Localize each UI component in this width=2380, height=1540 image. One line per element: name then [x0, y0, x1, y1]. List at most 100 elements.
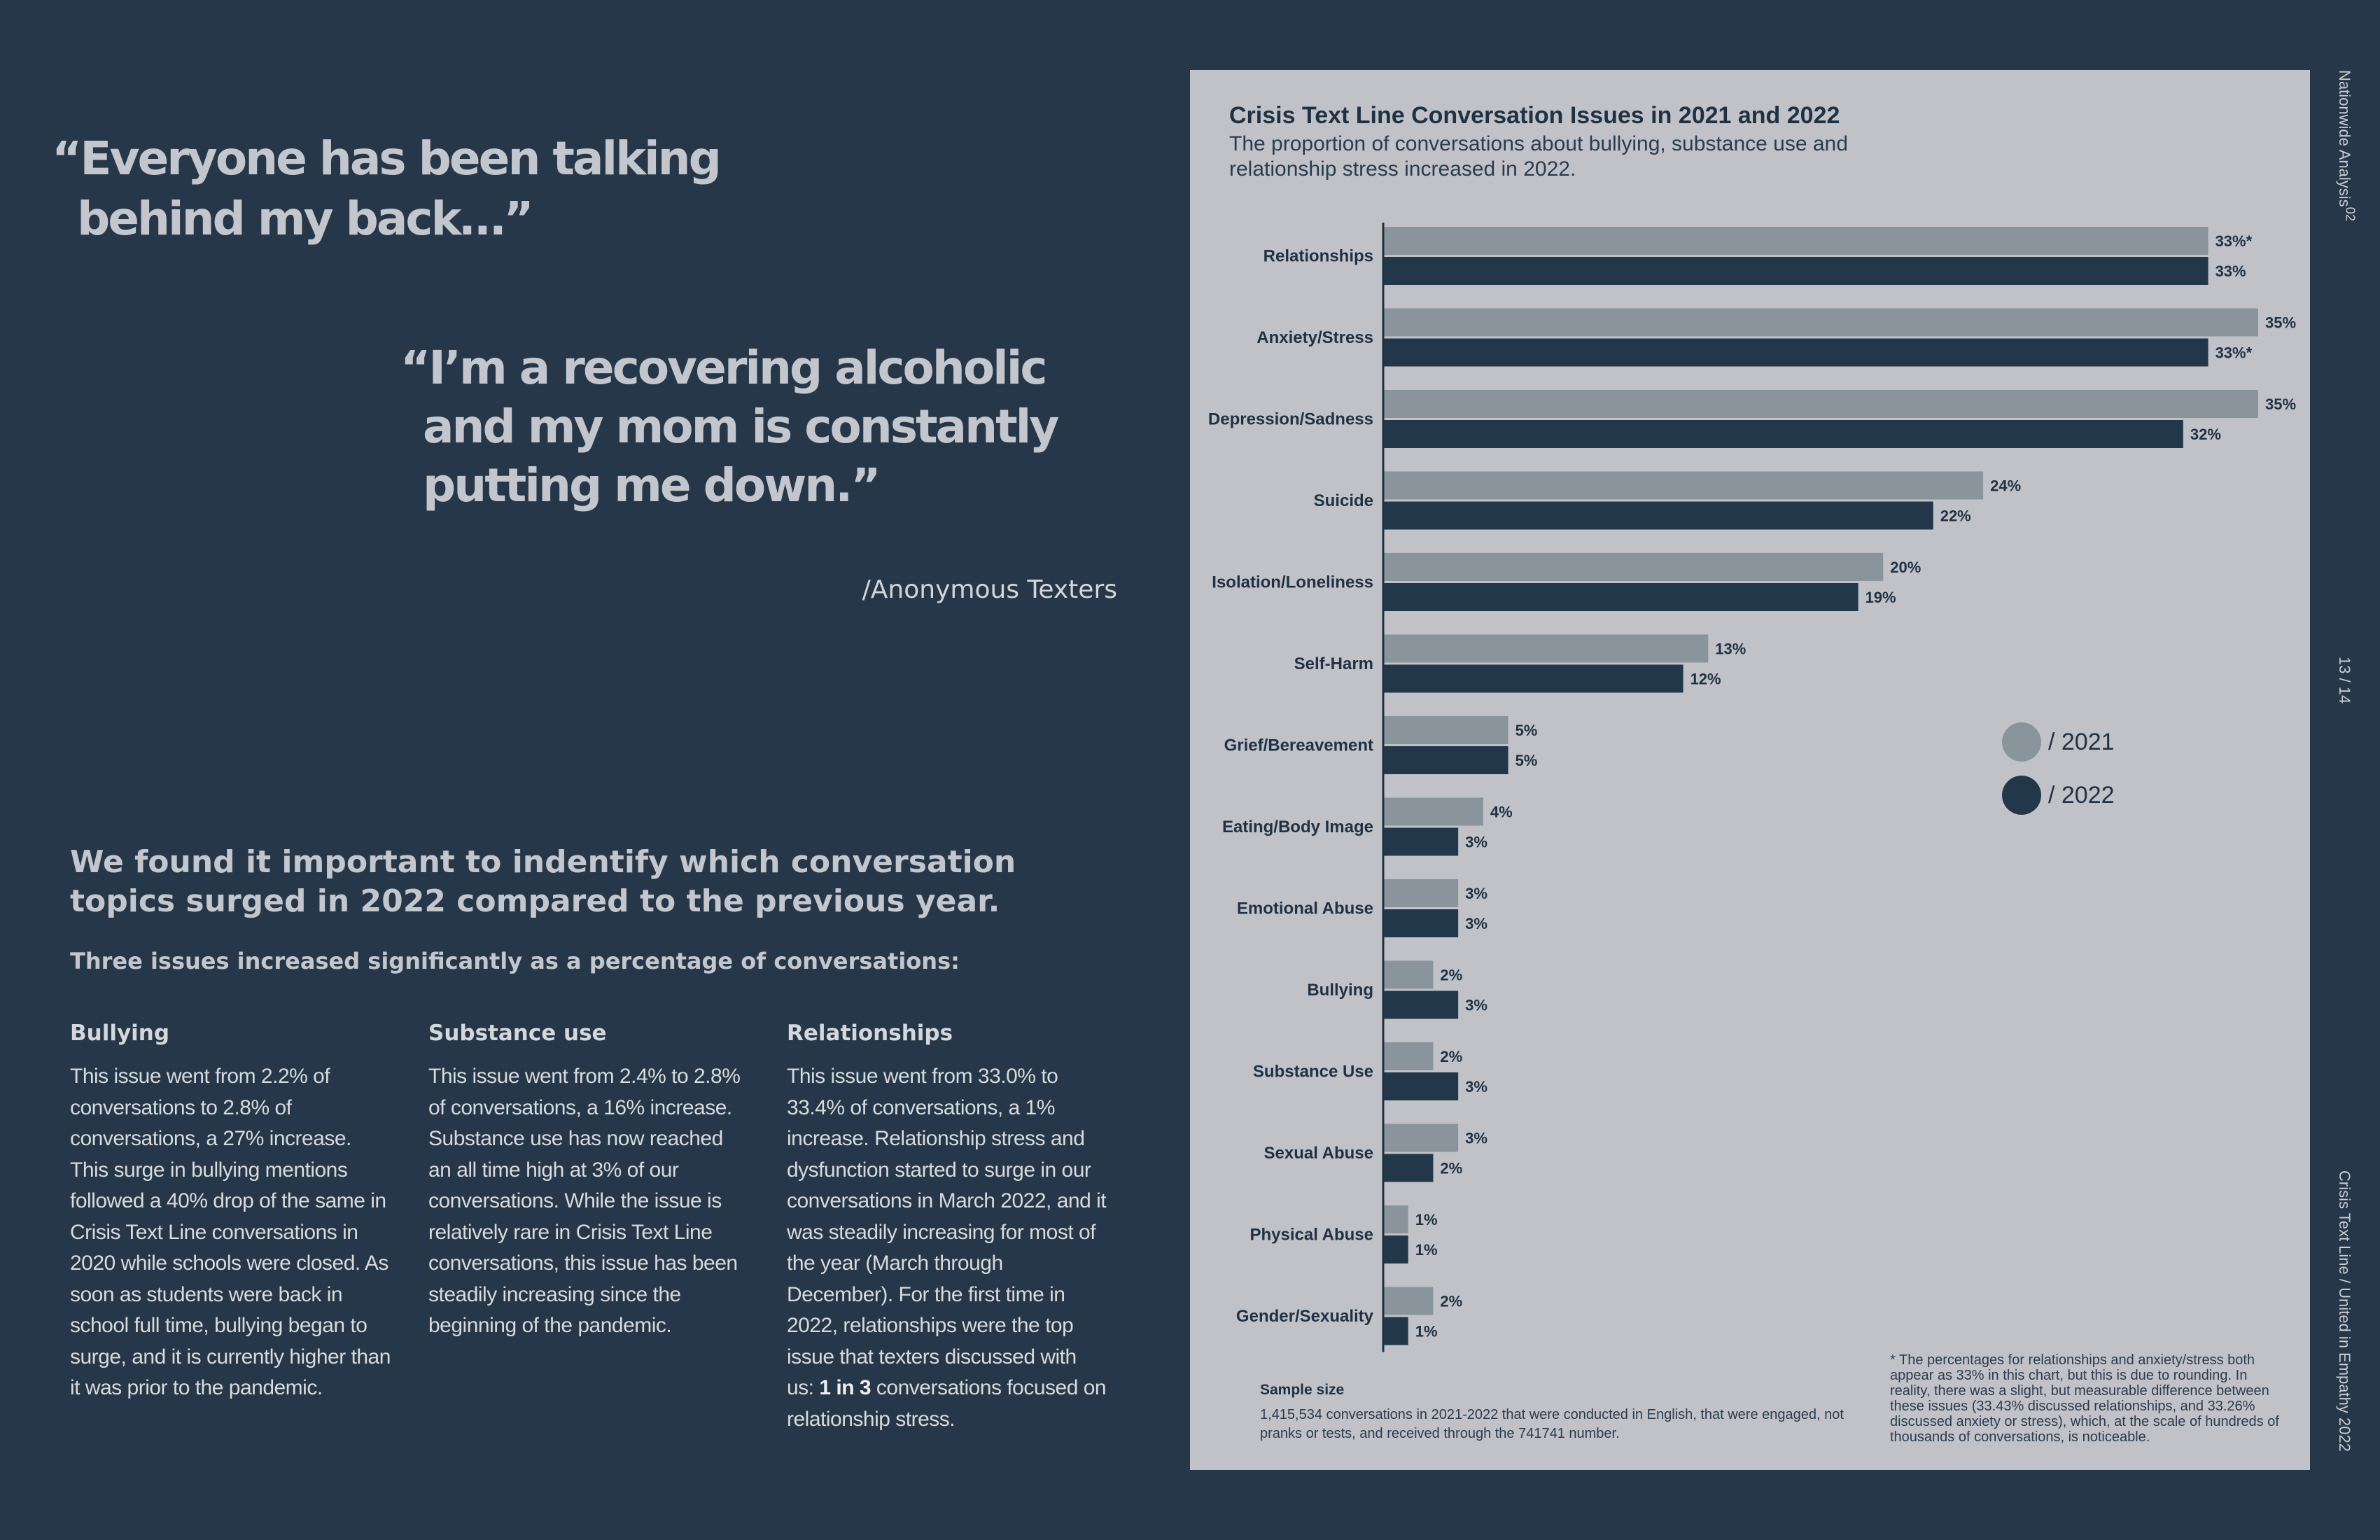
bar-isolation-loneliness-0 [1383, 553, 1884, 581]
bar-eating-body-image-1 [1383, 827, 1459, 856]
legend-swatch-2021 [2002, 722, 2041, 762]
bar-sexual-abuse-1 [1383, 1154, 1434, 1182]
chart-footnote: * The percentages for relationships and … [1890, 1352, 2279, 1445]
data-label-sexual-abuse-0: 3% [1465, 1130, 1488, 1147]
column-substance-use: Substance use This issue went from 2.4% … [428, 1021, 750, 1342]
quote-1-line-2: behind my back…” [77, 192, 534, 246]
sample-size-title: Sample size [1260, 1382, 1345, 1398]
legend-swatch-2022 [2002, 776, 2041, 815]
category-label-suicide: Suicide [1314, 491, 1373, 510]
column-body-highlight: 1 in 3 [819, 1376, 872, 1399]
data-label-physical-abuse-0: 1% [1415, 1211, 1438, 1228]
bar-bullying-0 [1383, 960, 1434, 989]
bar-substance-use-0 [1383, 1042, 1434, 1070]
data-label-physical-abuse-1: 1% [1415, 1241, 1438, 1259]
data-label-gender-sexuality-0: 2% [1440, 1293, 1462, 1310]
intro-heading: We found it important to indentify which… [70, 844, 1016, 919]
bar-self-harm-1 [1383, 664, 1684, 693]
side-section-text: Nationwide Analysis [2336, 70, 2353, 207]
bar-physical-abuse-1 [1383, 1236, 1408, 1264]
category-label-bullying: Bullying [1307, 981, 1373, 1000]
category-label-eating-body-image: Eating/Body Image [1222, 818, 1373, 836]
column-body-text: This issue went from 33.0% to 33.4% of c… [787, 1065, 1107, 1399]
quote-2-line-1: “I’m a recovering alcoholic [400, 341, 1048, 395]
quote-2-line-2: and my mom is constantly [423, 400, 1059, 454]
bar-anxiety-stress-1 [1383, 338, 2208, 367]
data-label-self-harm-0: 13% [1715, 640, 1746, 658]
column-title: Substance use [428, 1021, 607, 1046]
data-label-sexual-abuse-1: 2% [1440, 1160, 1462, 1177]
data-label-isolation-loneliness-0: 20% [1890, 559, 1921, 576]
category-label-relationships: Relationships [1264, 247, 1373, 266]
bar-suicide-0 [1383, 471, 1984, 500]
data-label-gender-sexuality-1: 1% [1415, 1323, 1438, 1340]
quote-attribution: /Anonymous Texters [862, 575, 1117, 604]
column-relationships: Relationships This issue went from 33.0%… [787, 1021, 1109, 1435]
page-number: 13 / 14 [2336, 657, 2353, 704]
subheading: Three issues increased significantly as … [70, 948, 960, 974]
side-section-number: 02 [2343, 206, 2358, 222]
column-title: Bullying [70, 1021, 170, 1046]
legend-item-2022: / 2022 [2002, 776, 2115, 815]
bar-emotional-abuse-1 [1383, 909, 1459, 937]
quote-2: “I’m a recovering alcoholic and my mom i… [400, 339, 1170, 515]
bar-isolation-loneliness-1 [1383, 583, 1858, 611]
data-label-bullying-1: 3% [1465, 997, 1488, 1014]
bar-depression-sadness-0 [1383, 390, 2258, 418]
sample-size-text: 1,415,534 conversations in 2021-2022 tha… [1260, 1407, 1844, 1441]
chart-subtitle: The proportion of conversations about bu… [1229, 132, 1848, 181]
chart-title: Crisis Text Line Conversation Issues in … [1229, 102, 1840, 129]
data-label-relationships-0: 33%* [2216, 232, 2253, 250]
data-label-suicide-0: 24% [1990, 477, 2021, 495]
data-label-eating-body-image-1: 3% [1465, 834, 1488, 851]
data-label-depression-sadness-1: 32% [2190, 426, 2221, 443]
category-label-substance-use: Substance Use [1253, 1063, 1373, 1082]
data-label-grief-bereavement-1: 5% [1516, 752, 1538, 769]
bar-grief-bereavement-1 [1383, 746, 1508, 774]
category-label-grief-bereavement: Grief/Bereavement [1224, 736, 1373, 755]
column-body-text-end: conversations focused on relationship st… [787, 1376, 1107, 1431]
category-label-anxiety-stress: Anxiety/Stress [1256, 328, 1373, 347]
data-label-substance-use-0: 2% [1440, 1048, 1462, 1065]
data-label-depression-sadness-0: 35% [2265, 396, 2296, 413]
data-label-eating-body-image-0: 4% [1490, 804, 1513, 821]
bar-grief-bereavement-0 [1383, 716, 1508, 744]
bar-suicide-1 [1383, 501, 1933, 530]
bar-anxiety-stress-0 [1383, 308, 2258, 337]
bar-gender-sexuality-1 [1383, 1317, 1408, 1345]
bar-eating-body-image-0 [1383, 797, 1483, 826]
column-bullying: Bullying This issue went from 2.2% of co… [70, 1021, 392, 1404]
data-label-bullying-0: 2% [1440, 967, 1462, 984]
bar-self-harm-0 [1383, 634, 1709, 663]
side-publication-label: Crisis Text Line / United in Empathy 202… [2336, 1170, 2353, 1452]
quote-1-line-1: “Everyone has been talking [52, 132, 722, 186]
category-label-emotional-abuse: Emotional Abuse [1237, 899, 1373, 918]
bar-relationships-0 [1383, 227, 2208, 255]
bar-depression-sadness-1 [1383, 420, 2183, 448]
legend-item-2021: / 2021 [2002, 722, 2115, 762]
data-label-self-harm-1: 12% [1690, 671, 1721, 688]
category-label-isolation-loneliness: Isolation/Loneliness [1212, 573, 1373, 592]
data-label-isolation-loneliness-1: 19% [1865, 589, 1896, 606]
data-label-emotional-abuse-1: 3% [1465, 915, 1488, 932]
category-label-depression-sadness: Depression/Sadness [1208, 410, 1373, 429]
bar-chart: Relationships 33%* 33% Anxiety/Stress 35% 33%… [1208, 223, 2296, 1352]
column-body: This issue went from 2.4% to 2.8% of con… [428, 1065, 741, 1337]
bar-emotional-abuse-0 [1383, 879, 1459, 907]
bar-bullying-1 [1383, 990, 1459, 1019]
quote-2-line-3: putting me down.” [423, 458, 881, 512]
bar-physical-abuse-0 [1383, 1205, 1408, 1233]
legend-label-2022: / 2022 [2048, 781, 2115, 808]
chart-panel: Crisis Text Line Conversation Issues in … [1190, 70, 2310, 1470]
data-label-anxiety-stress-0: 35% [2265, 314, 2296, 332]
data-label-relationships-1: 33% [2216, 262, 2246, 280]
category-label-gender-sexuality: Gender/Sexuality [1236, 1307, 1374, 1326]
side-section-label: Nationwide Analysis02 [2335, 70, 2358, 221]
legend-label-2021: / 2021 [2048, 728, 2115, 755]
column-body: This issue went from 2.2% of conversatio… [70, 1065, 391, 1399]
data-label-grief-bereavement-0: 5% [1516, 722, 1538, 739]
column-title: Relationships [787, 1021, 953, 1046]
bar-substance-use-1 [1383, 1072, 1459, 1100]
bar-relationships-1 [1383, 257, 2208, 285]
category-label-self-harm: Self-Harm [1294, 654, 1373, 673]
